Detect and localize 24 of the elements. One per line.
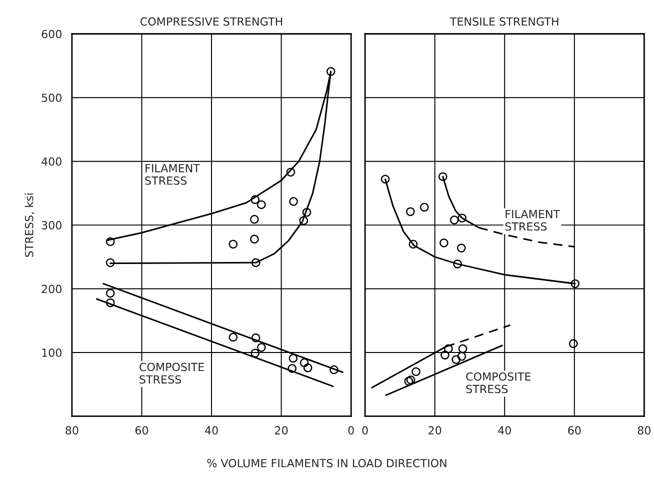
- x-tick-label: 0: [362, 426, 368, 435]
- x-tick-label: 80: [638, 426, 651, 435]
- x-tick-label: 40: [498, 426, 511, 435]
- y-tick-label: 600: [42, 30, 62, 38]
- y-tick-label: 300: [42, 221, 62, 230]
- x-tick-label: 20: [275, 426, 288, 435]
- annotation: COMPOSITE STRESS: [140, 362, 204, 384]
- y-tick-label: 500: [42, 94, 62, 102]
- x-tick-label: 60: [568, 426, 581, 435]
- y-tick-label: 200: [42, 284, 62, 294]
- y-axis-title: STRESS, ksi: [24, 194, 34, 257]
- x-tick-label: 60: [135, 426, 148, 435]
- chart-title: TENSILE STRENGTH: [450, 17, 558, 26]
- y-tick-label: 100: [42, 348, 62, 357]
- x-tick-label: 0: [348, 426, 354, 435]
- x-axis-title: % VOLUME FILAMENTS IN LOAD DIRECTION: [207, 458, 446, 468]
- chart-title: COMPRESSIVE STRENGTH: [140, 17, 282, 26]
- annotation: COMPOSITE STRESS: [466, 372, 530, 394]
- annotation: FILAMENT STRESS: [145, 164, 200, 185]
- x-tick-label: 80: [66, 426, 78, 435]
- annotation: FILAMENT STRESS: [505, 210, 560, 231]
- x-tick-label: 20: [428, 426, 442, 435]
- y-tick-label: 400: [42, 157, 62, 166]
- x-tick-label: 40: [204, 426, 218, 435]
